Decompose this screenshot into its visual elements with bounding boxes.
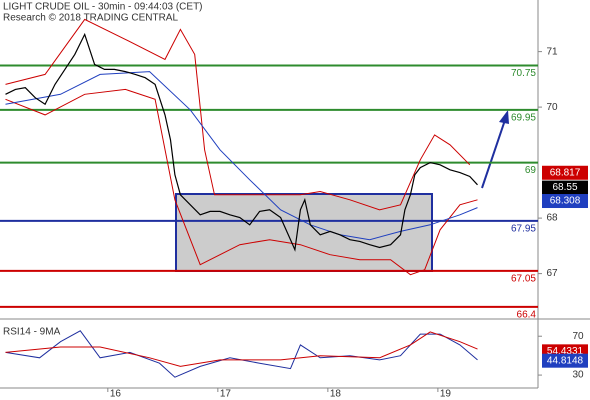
- price-tag-label: 54.4331: [547, 346, 584, 357]
- level-label: 67.95: [511, 224, 536, 235]
- y-tick-label: 68: [546, 213, 558, 224]
- arrow-head: [499, 110, 509, 124]
- band-line: [5, 88, 478, 276]
- x-tick-label: 18: [330, 389, 342, 400]
- rsi-tick-label: 70: [572, 331, 584, 342]
- chart-subtitle: Research © 2018 TRADING CENTRAL: [3, 13, 178, 24]
- range-box: [175, 193, 433, 272]
- x-tick-label: 19: [440, 389, 452, 400]
- band-line: [5, 18, 471, 211]
- price-tag-label: 68.55: [552, 182, 577, 193]
- level-label: 67.05: [511, 273, 536, 284]
- rsi-line: [5, 330, 478, 378]
- price-tag: [542, 165, 588, 180]
- arrow: [481, 119, 506, 189]
- rsi-line: [5, 331, 478, 367]
- rsi-label: RSI14 - 9MA: [3, 327, 61, 338]
- level-label: 66.4: [517, 310, 537, 321]
- price-tag: [542, 353, 588, 368]
- rsi-tick-label: 30: [572, 370, 584, 381]
- level-label: 69.95: [511, 113, 536, 124]
- price-line: [5, 32, 478, 252]
- price-tag: [542, 180, 588, 195]
- price-tag-label: 68.817: [550, 167, 581, 178]
- y-tick-label: 70: [546, 102, 558, 113]
- band-line: [5, 71, 478, 241]
- level-label: 69: [525, 165, 537, 176]
- x-tick-label: 17: [220, 389, 232, 400]
- chart-title: LIGHT CRUDE OIL - 30min - 09:44:03 (CET): [3, 2, 203, 13]
- y-tick-label: 71: [546, 46, 558, 57]
- x-tick-label: 16: [110, 389, 122, 400]
- price-tag: [542, 194, 588, 209]
- price-tag-label: 44.8148: [547, 355, 584, 366]
- level-label: 70.75: [511, 68, 536, 79]
- price-tag-label: 68.308: [550, 196, 581, 207]
- y-tick-label: 67: [546, 268, 558, 279]
